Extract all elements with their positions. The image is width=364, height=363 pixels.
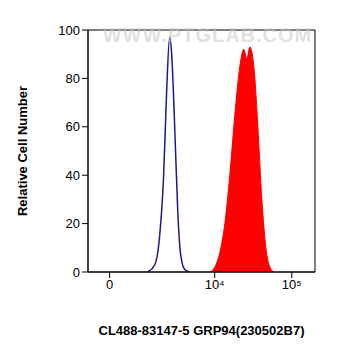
svg-text:10⁴: 10⁴ [205,277,225,292]
svg-text:20: 20 [66,216,80,231]
svg-text:60: 60 [66,119,80,134]
svg-text:100: 100 [58,23,80,38]
svg-text:Relative Cell Number: Relative Cell Number [15,86,30,216]
svg-text:10⁵: 10⁵ [282,277,302,292]
svg-text:40: 40 [66,168,80,183]
html-text:WWW.PTGLAB.COM: WWW.PTGLAB.COM [102,24,313,46]
svg-text:CL488-83147-5 GRP94(230502B7): CL488-83147-5 GRP94(230502B7) [99,323,305,338]
svg-text:0: 0 [73,265,80,280]
svg-text:80: 80 [66,71,80,86]
svg-text:0: 0 [106,277,113,292]
